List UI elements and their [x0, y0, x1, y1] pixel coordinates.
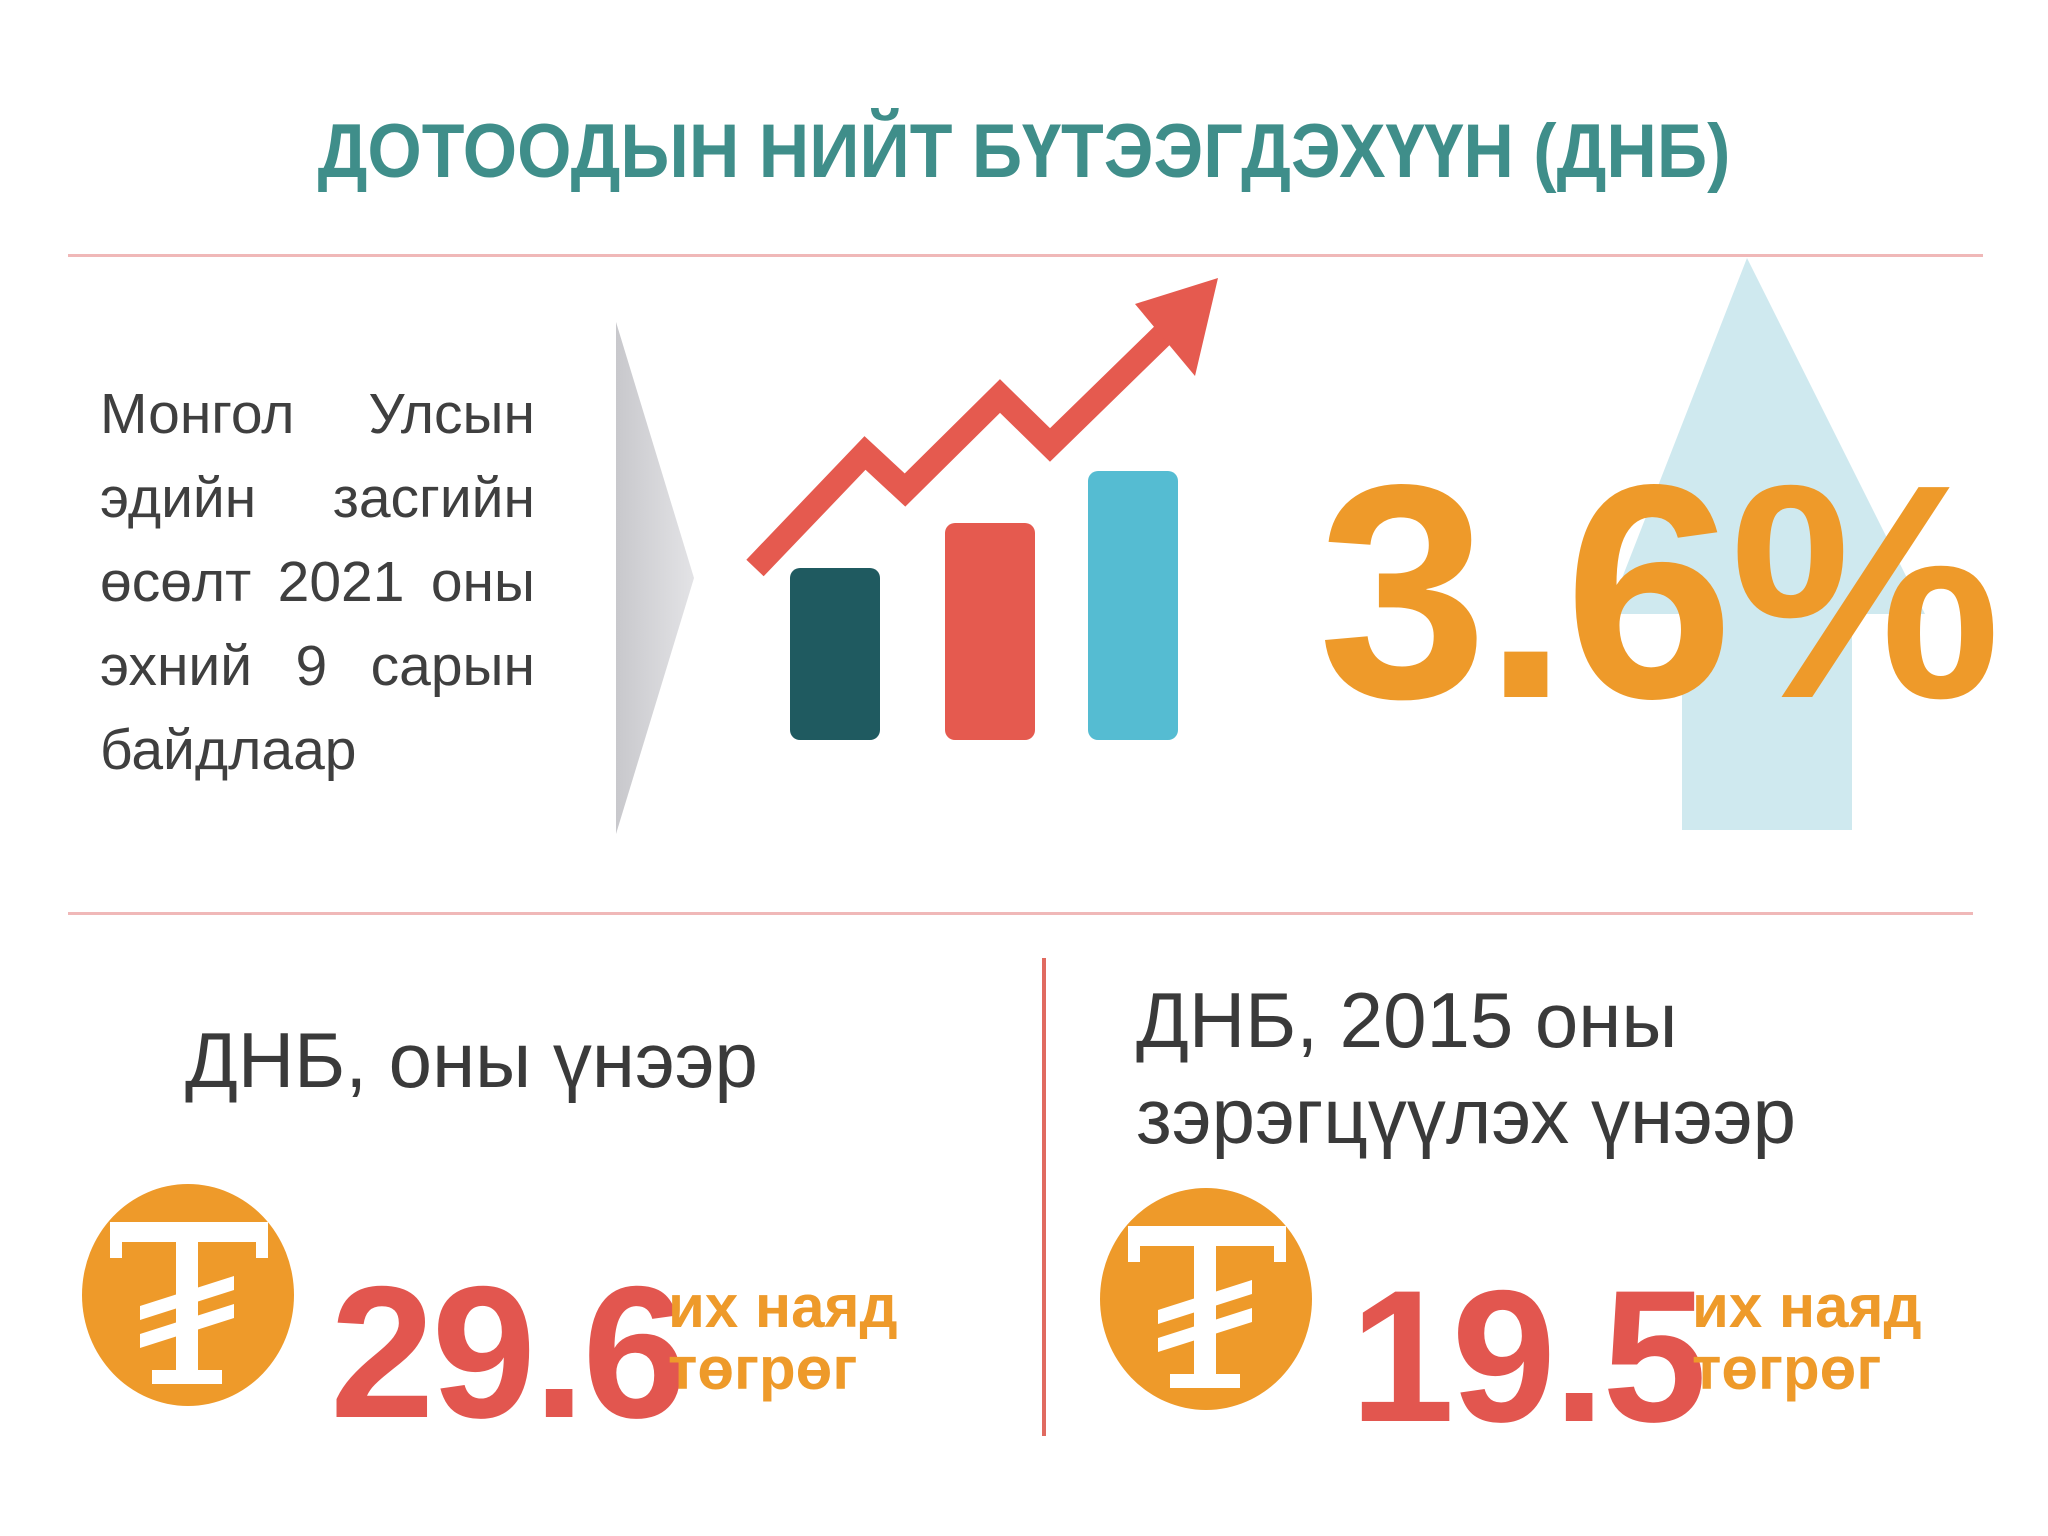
- divider-top: [68, 254, 1983, 257]
- tugrik-coin-icon: [82, 1184, 294, 1406]
- gdp-constant-amount: 19.5: [1350, 1251, 1707, 1461]
- unit-line-1: их наяд: [668, 1273, 898, 1340]
- chart-bar-2: [945, 523, 1035, 740]
- growth-percent: 3.6%: [1318, 421, 2001, 762]
- gdp-current-label: ДНБ, оны үнээр: [185, 1016, 758, 1104]
- chevron-right-icon: [616, 322, 694, 834]
- up-arrow-icon: [1608, 258, 1925, 830]
- growth-chart-icon: [746, 278, 1218, 740]
- tugrik-coin-icon: [1100, 1188, 1312, 1410]
- divider-middle: [68, 912, 1973, 915]
- chart-bar-1: [790, 568, 880, 740]
- unit-line-1: их наяд: [1692, 1273, 1922, 1340]
- gdp-current-unit: их наяд төгрөг: [668, 1276, 898, 1400]
- gdp-constant-label-line1: ДНБ, 2015 оны: [1136, 976, 1678, 1064]
- trend-line: [746, 314, 1184, 577]
- divider-vertical: [1042, 958, 1046, 1436]
- chart-bar-3: [1088, 471, 1178, 740]
- gdp-current-amount: 29.6: [330, 1247, 687, 1457]
- intro-text: Монгол Улсын эдийн засгийн өсөлт 2021 он…: [100, 382, 535, 782]
- gdp-constant-unit: их наяд төгрөг: [1692, 1276, 1922, 1400]
- unit-line-2: төгрөг: [668, 1335, 858, 1402]
- trend-arrowhead: [1135, 278, 1218, 376]
- page-title: ДОТООДЫН НИЙТ БҮТЭЭГДЭХҮҮН (ДНБ): [317, 109, 1731, 194]
- unit-line-2: төгрөг: [1692, 1335, 1882, 1402]
- gdp-constant-label-line2: зэрэгцүүлэх үнээр: [1136, 1072, 1797, 1160]
